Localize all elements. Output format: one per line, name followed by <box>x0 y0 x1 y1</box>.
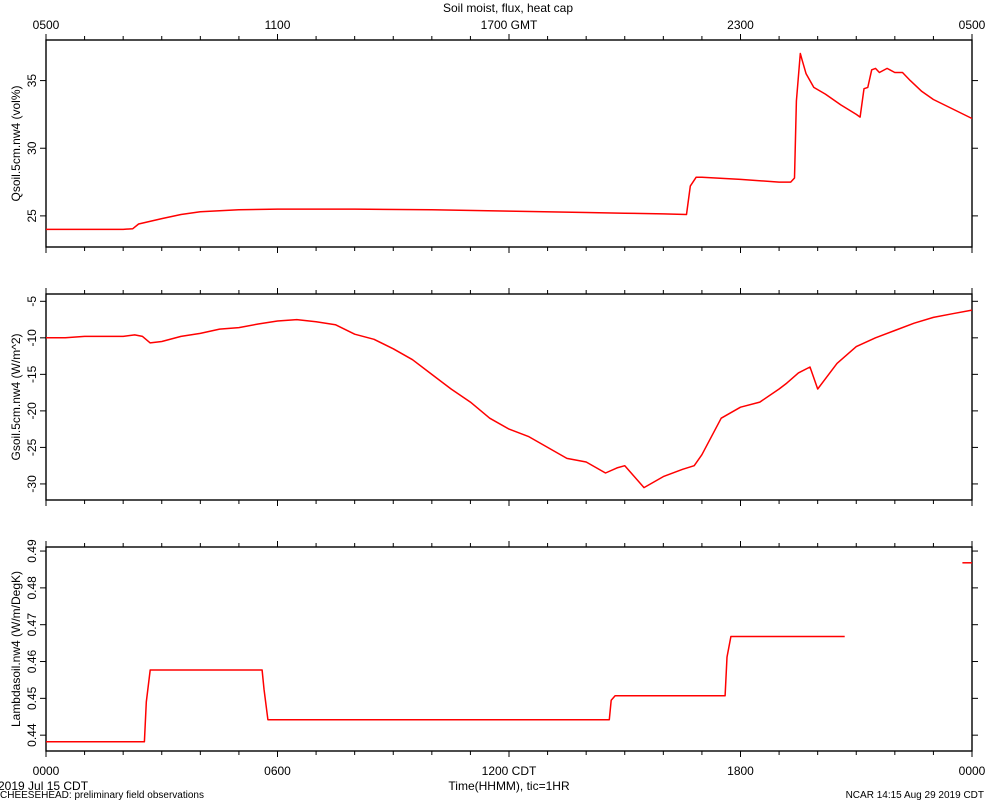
series-line <box>46 635 845 743</box>
y-tick-label: -10 <box>25 329 39 347</box>
y-axis-label: Lambdasoil.nw4 (W/m/DegK) <box>9 571 23 727</box>
y-axis-label: Gsoil.5cm.nw4 (W/m^2) <box>9 334 23 461</box>
x-tick-label: 0600 <box>264 764 291 778</box>
y-axis-label: Qsoil.5cm.nw4 (vol%) <box>9 85 23 201</box>
y-tick-label: -20 <box>25 402 39 420</box>
x-tick-label: 0000 <box>33 764 60 778</box>
plot-frame <box>45 39 973 248</box>
y-tick-label: 0.44 <box>25 723 39 747</box>
y-tick-label: 0.46 <box>25 650 39 674</box>
y-tick-label: 25 <box>25 209 39 223</box>
y-tick-label: 35 <box>25 74 39 88</box>
y-tick-label: 0.47 <box>25 613 39 637</box>
series-line <box>46 52 973 231</box>
x-tick-label: 1200 CDT <box>482 764 537 778</box>
y-tick-label: 0.49 <box>25 539 39 563</box>
y-tick-label: -5 <box>25 296 39 307</box>
footer-right: NCAR 14:15 Aug 29 2019 CDT <box>845 790 984 801</box>
chart-title: Soil moist, flux, heat cap <box>442 1 574 15</box>
series-line <box>46 309 973 489</box>
y-tick-label: 30 <box>25 141 39 155</box>
top-tick-label: 0500 <box>33 18 60 32</box>
y-tick-label: -15 <box>25 365 39 383</box>
x-axis-label: Time(HHMM), tic=1HR <box>448 779 570 793</box>
top-tick-label: 2300 <box>727 18 754 32</box>
top-tick-label: 1700 GMT <box>481 18 538 32</box>
x-tick-label: 0000 <box>959 764 986 778</box>
footer-left: CHEESEHEAD: preliminary field observatio… <box>0 790 204 801</box>
top-tick-label: 0500 <box>959 18 986 32</box>
bottom-left-date: 2019 Jul 15 CDT <box>0 779 89 793</box>
y-tick-label: -25 <box>25 438 39 456</box>
y-tick-label: 0.45 <box>25 686 39 710</box>
top-tick-label: 1100 <box>265 18 291 32</box>
y-tick-label: -30 <box>25 475 39 493</box>
x-tick-label: 1800 <box>727 764 754 778</box>
y-tick-label: 0.48 <box>25 576 39 600</box>
plot-frame <box>45 293 973 501</box>
